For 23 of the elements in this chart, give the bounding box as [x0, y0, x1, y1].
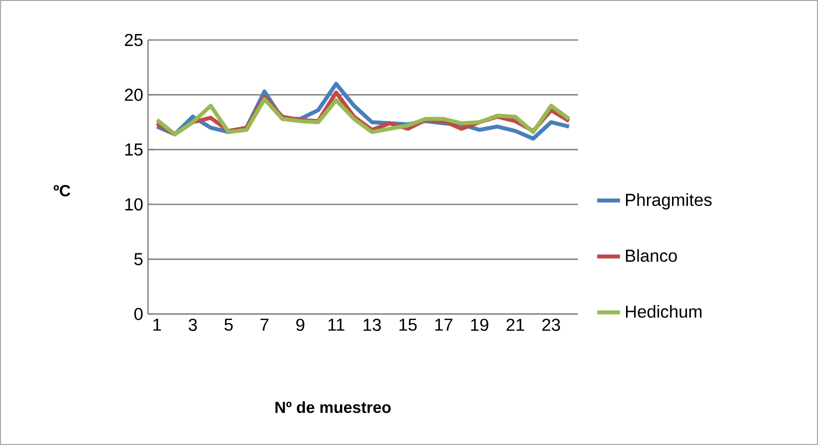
- x-axis-title: Nº de muestreo: [275, 401, 391, 414]
- y-tick-label: 25: [124, 34, 143, 46]
- x-tick-label: 21: [506, 318, 524, 331]
- y-tick-label: 20: [124, 88, 143, 101]
- y-tick-label: 5: [134, 253, 143, 266]
- y-tick-label: 0: [134, 308, 143, 320]
- x-tick-label: 5: [224, 318, 233, 331]
- x-tick-label: 17: [435, 318, 452, 331]
- x-tick-label: 3: [188, 318, 197, 331]
- x-tick-label: 11: [328, 318, 344, 331]
- legend-label: Phragmites: [626, 193, 712, 210]
- x-tick-label: 23: [542, 318, 560, 331]
- x-tick-label: 15: [399, 318, 417, 331]
- x-tick-label: 7: [260, 318, 268, 331]
- x-tick-label: 13: [364, 318, 381, 331]
- legend-label: Blanco: [626, 249, 677, 262]
- y-axis-title: ºC: [54, 185, 70, 196]
- x-tick-label: 1: [153, 318, 161, 331]
- x-tick-label: 9: [296, 318, 304, 331]
- y-tick-label: 15: [125, 144, 143, 156]
- y-tick-label: 10: [125, 198, 143, 211]
- x-tick-label: 19: [471, 318, 488, 331]
- legend-label: Hedichum: [626, 305, 702, 318]
